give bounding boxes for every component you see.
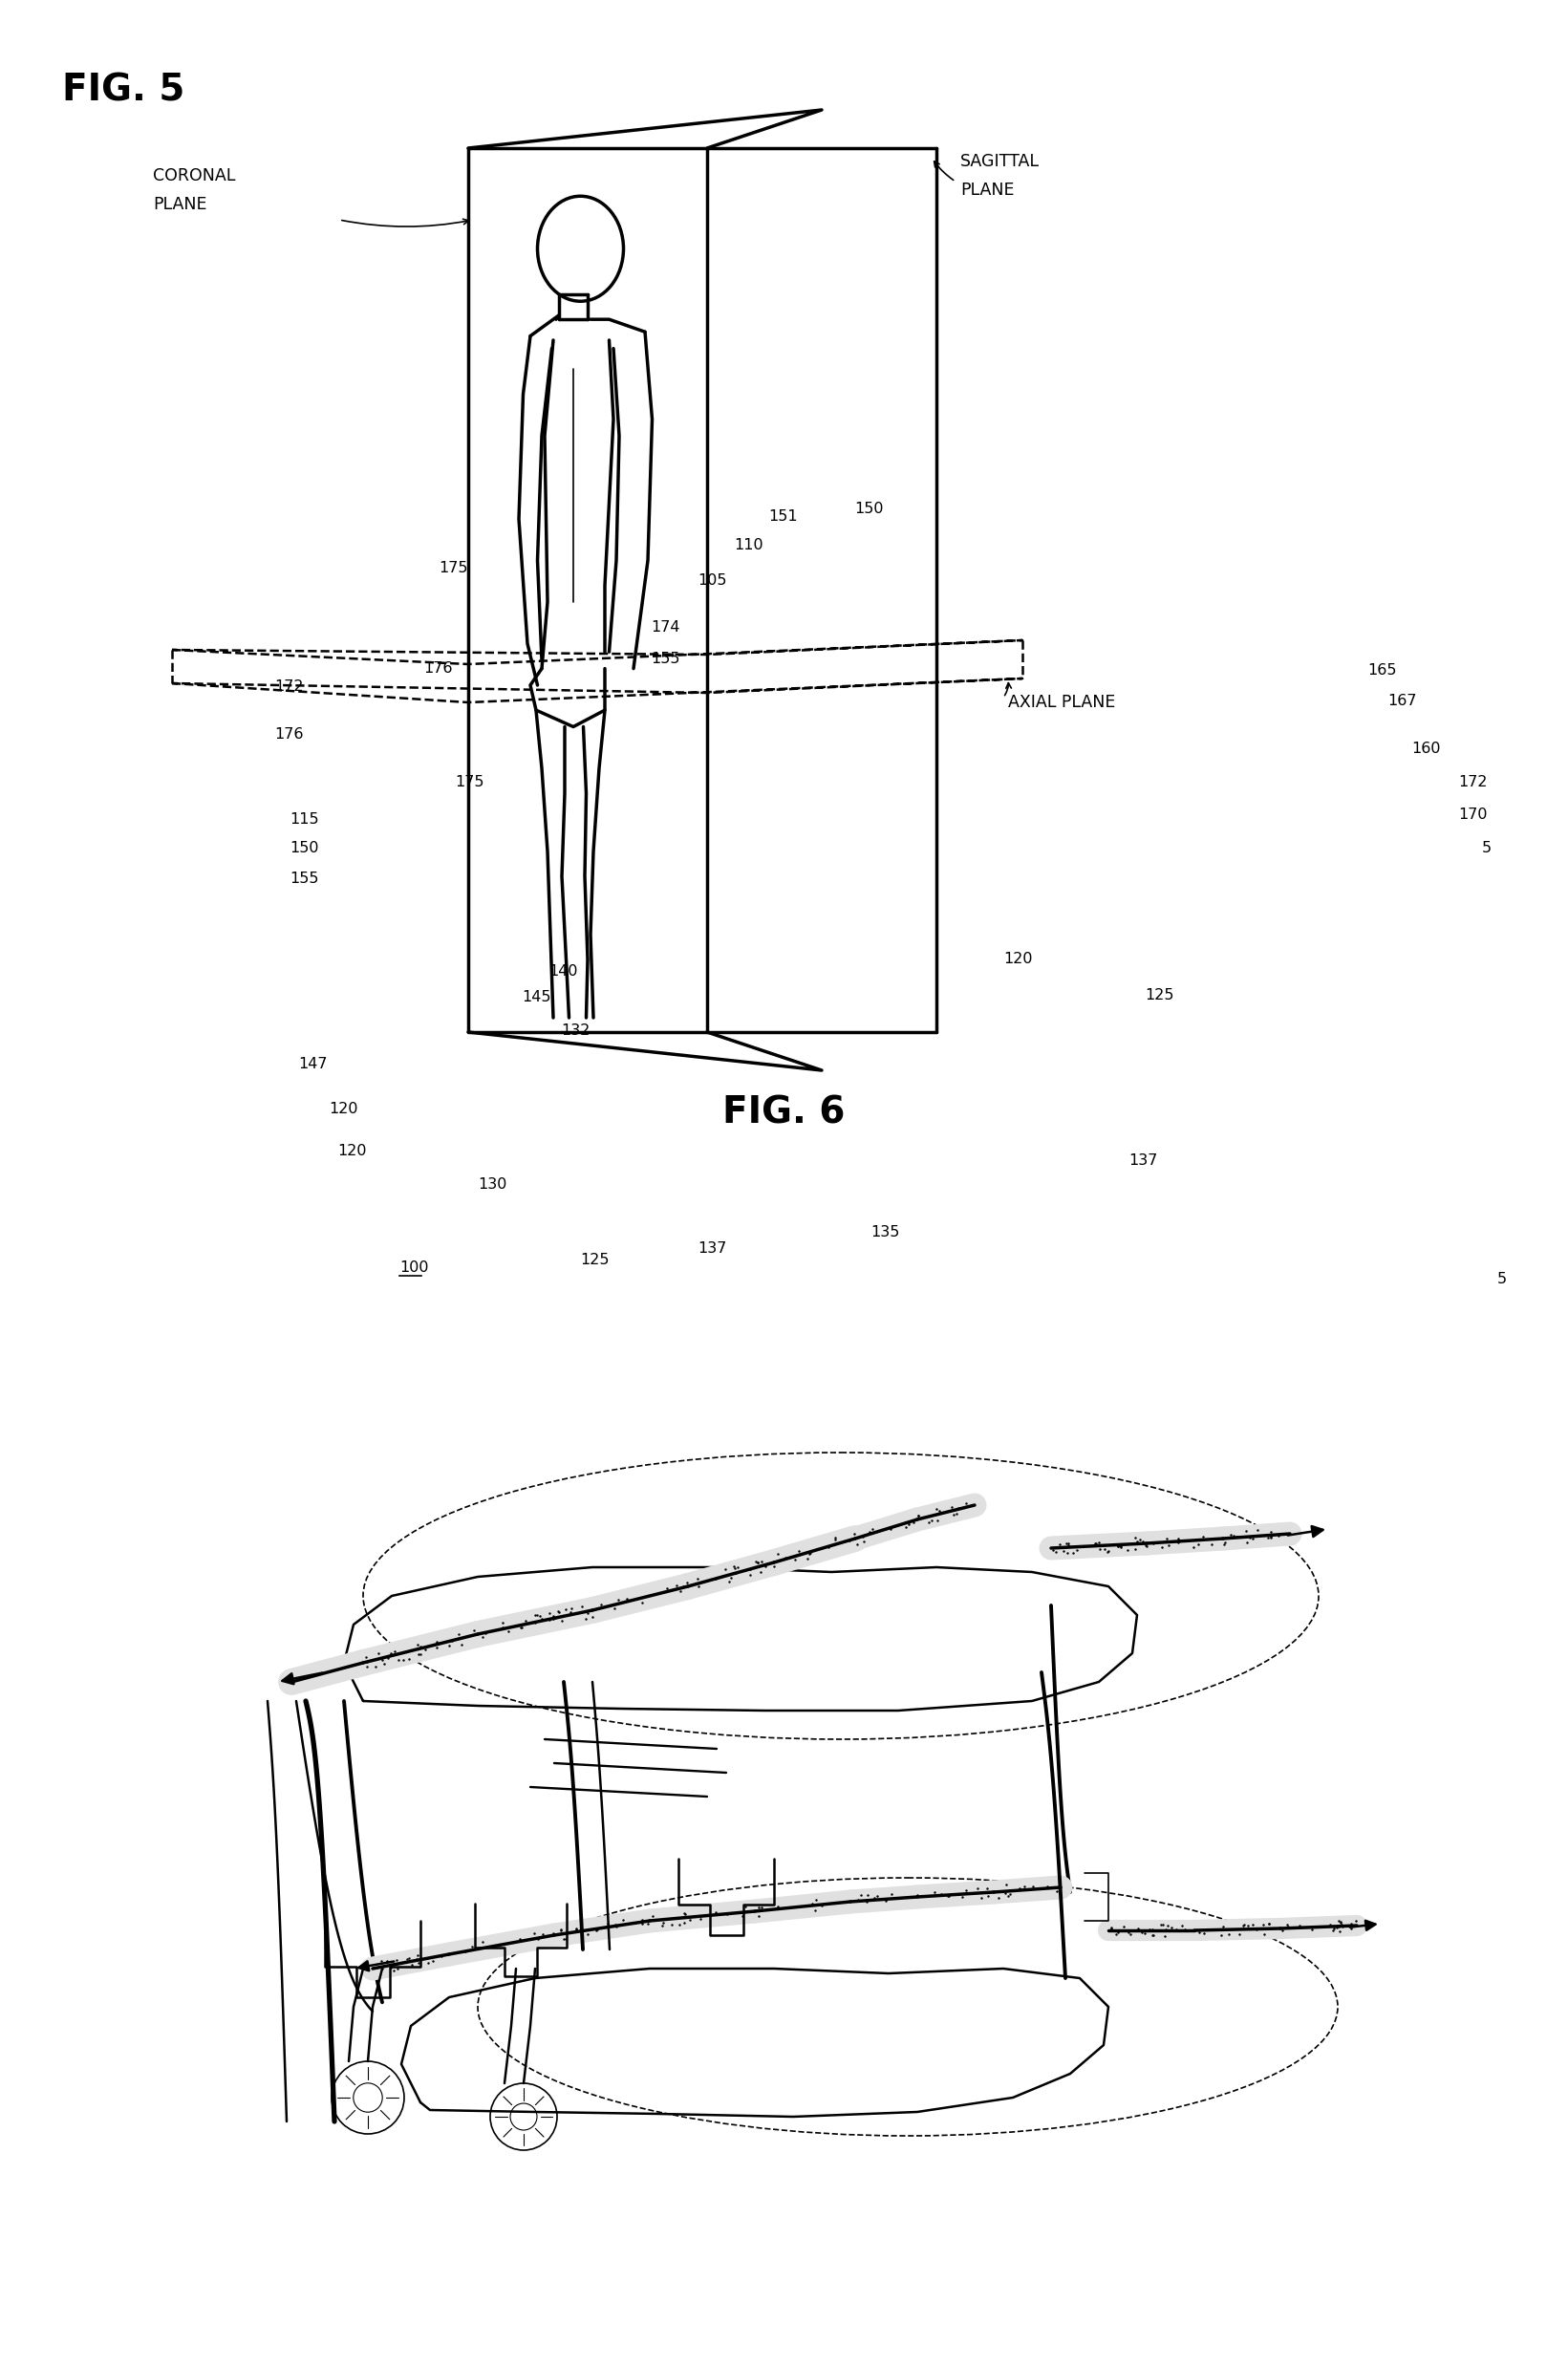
Text: 120: 120	[1004, 952, 1033, 967]
Text: PLANE: PLANE	[960, 182, 1014, 199]
Text: 137: 137	[1129, 1154, 1159, 1168]
Text: 140: 140	[549, 964, 579, 978]
Text: 120: 120	[337, 1144, 367, 1158]
Text: 120: 120	[329, 1102, 359, 1116]
Text: 155: 155	[290, 872, 320, 886]
Text: 151: 151	[768, 509, 798, 524]
Text: FIG. 6: FIG. 6	[723, 1094, 845, 1130]
Text: 135: 135	[870, 1225, 900, 1239]
Text: 145: 145	[522, 990, 552, 1004]
Text: 150: 150	[290, 841, 320, 855]
Text: 5: 5	[1497, 1272, 1507, 1286]
Text: 105: 105	[698, 573, 728, 588]
Text: 176: 176	[423, 661, 453, 675]
Text: 165: 165	[1367, 663, 1397, 678]
Text: 147: 147	[298, 1057, 328, 1071]
Text: 125: 125	[580, 1253, 610, 1267]
Text: 115: 115	[290, 813, 320, 827]
Text: 160: 160	[1411, 741, 1441, 756]
Text: 174: 174	[651, 621, 681, 635]
Text: 150: 150	[855, 502, 884, 516]
Text: 167: 167	[1388, 694, 1417, 708]
Text: 110: 110	[734, 538, 764, 552]
Text: 130: 130	[478, 1177, 508, 1192]
Text: 172: 172	[274, 680, 304, 694]
Text: 137: 137	[698, 1241, 728, 1256]
Text: 100: 100	[400, 1260, 430, 1275]
Text: 172: 172	[1458, 775, 1488, 789]
Text: 176: 176	[274, 727, 304, 741]
Text: 155: 155	[651, 651, 681, 666]
Text: SAGITTAL: SAGITTAL	[960, 154, 1040, 171]
Text: 170: 170	[1458, 808, 1488, 822]
Text: AXIAL PLANE: AXIAL PLANE	[1008, 694, 1115, 711]
Text: 132: 132	[561, 1023, 591, 1038]
Text: PLANE: PLANE	[154, 197, 207, 213]
Text: CORONAL: CORONAL	[154, 168, 235, 185]
Text: 125: 125	[1145, 988, 1174, 1002]
Text: 5: 5	[1482, 841, 1491, 855]
Text: 175: 175	[439, 561, 469, 576]
Text: FIG. 5: FIG. 5	[63, 71, 185, 109]
Text: 175: 175	[455, 775, 485, 789]
